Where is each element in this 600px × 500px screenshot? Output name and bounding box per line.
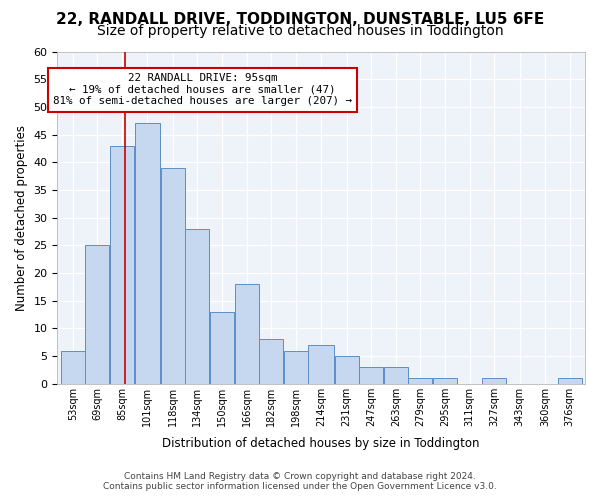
Bar xyxy=(134,124,160,384)
Bar xyxy=(210,312,234,384)
Bar xyxy=(384,367,408,384)
Bar xyxy=(110,146,134,384)
Bar xyxy=(235,284,259,384)
Bar xyxy=(482,378,506,384)
Bar xyxy=(308,345,334,384)
Bar xyxy=(359,367,383,384)
Bar xyxy=(335,356,359,384)
Bar xyxy=(161,168,185,384)
Bar xyxy=(433,378,457,384)
X-axis label: Distribution of detached houses by size in Toddington: Distribution of detached houses by size … xyxy=(163,437,480,450)
Bar xyxy=(259,340,283,384)
Bar xyxy=(185,228,209,384)
Bar xyxy=(61,350,85,384)
Text: 22 RANDALL DRIVE: 95sqm
← 19% of detached houses are smaller (47)
81% of semi-de: 22 RANDALL DRIVE: 95sqm ← 19% of detache… xyxy=(53,73,352,106)
Bar xyxy=(409,378,433,384)
Bar xyxy=(85,246,109,384)
Bar xyxy=(284,350,308,384)
Bar xyxy=(557,378,581,384)
Text: 22, RANDALL DRIVE, TODDINGTON, DUNSTABLE, LU5 6FE: 22, RANDALL DRIVE, TODDINGTON, DUNSTABLE… xyxy=(56,12,544,26)
Text: Size of property relative to detached houses in Toddington: Size of property relative to detached ho… xyxy=(97,24,503,38)
Y-axis label: Number of detached properties: Number of detached properties xyxy=(15,124,28,310)
Text: Contains HM Land Registry data © Crown copyright and database right 2024.
Contai: Contains HM Land Registry data © Crown c… xyxy=(103,472,497,491)
